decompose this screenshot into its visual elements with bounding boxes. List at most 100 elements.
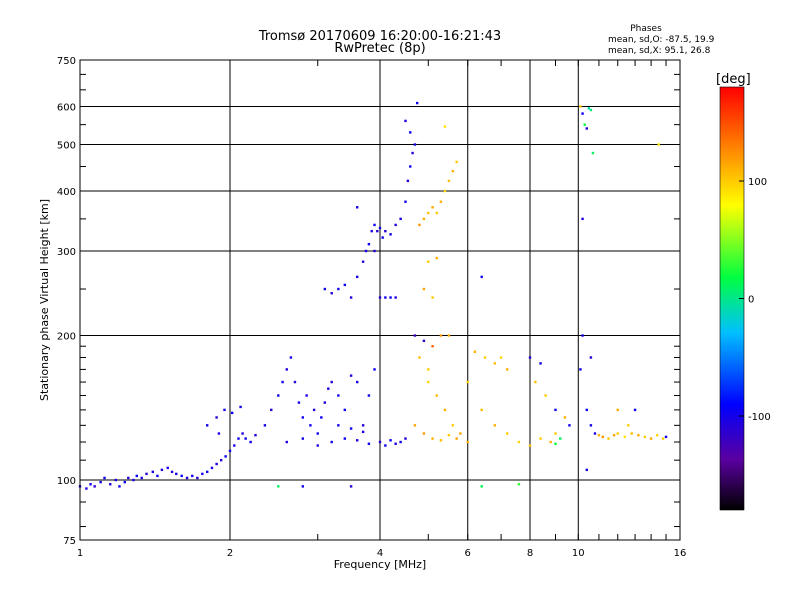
data-point xyxy=(228,449,232,453)
data-point xyxy=(219,458,223,462)
y-tick-label: 300 xyxy=(57,247,76,258)
data-point xyxy=(215,416,218,419)
data-point xyxy=(505,368,509,371)
data-point xyxy=(443,125,447,128)
data-point xyxy=(581,217,584,221)
data-point xyxy=(559,437,562,440)
data-point xyxy=(499,356,503,359)
data-point xyxy=(630,432,633,435)
info-heading: Phases xyxy=(630,24,662,34)
data-point xyxy=(427,211,430,215)
info-line-x: mean, sd,X: 95.1, 26.8 xyxy=(608,46,711,56)
data-point xyxy=(601,435,605,439)
data-point xyxy=(301,485,305,488)
data-point xyxy=(427,368,430,371)
data-point xyxy=(349,296,353,299)
data-point xyxy=(378,440,382,444)
data-point xyxy=(297,401,301,404)
data-point xyxy=(127,476,130,480)
data-point xyxy=(293,380,297,384)
data-point xyxy=(406,179,410,183)
y-tick-label: 200 xyxy=(57,332,76,343)
data-point xyxy=(563,416,567,419)
data-point xyxy=(431,206,434,209)
data-point xyxy=(413,424,417,427)
y-tick-label: 400 xyxy=(57,187,76,198)
data-point xyxy=(316,444,319,447)
data-point xyxy=(455,160,458,164)
data-point xyxy=(378,296,382,299)
data-point xyxy=(587,107,591,110)
data-point xyxy=(230,411,234,415)
data-point xyxy=(215,462,218,466)
data-point xyxy=(185,476,189,480)
data-point xyxy=(480,275,483,279)
data-point xyxy=(597,433,601,437)
data-point xyxy=(370,229,373,233)
data-point xyxy=(337,394,340,397)
data-point xyxy=(191,474,194,478)
data-point xyxy=(118,485,121,488)
data-point xyxy=(589,356,593,359)
y-axis-ticks: 75 100 200 300 400 500 600 750 xyxy=(57,56,680,547)
data-point xyxy=(301,437,305,440)
data-point xyxy=(277,394,280,397)
data-point xyxy=(415,101,419,105)
data-point xyxy=(439,200,443,203)
data-point xyxy=(539,437,542,440)
data-point xyxy=(435,256,438,260)
data-point xyxy=(316,432,319,435)
data-point xyxy=(361,260,365,263)
data-point xyxy=(337,287,340,291)
data-point xyxy=(305,394,308,397)
colorbar-tick-label: -100 xyxy=(748,412,771,423)
data-point xyxy=(367,442,371,445)
data-point xyxy=(427,380,430,384)
data-point xyxy=(196,476,199,480)
data-point xyxy=(180,474,183,478)
data-point xyxy=(394,223,397,227)
data-point xyxy=(237,437,240,440)
data-point xyxy=(466,380,469,384)
data-point xyxy=(549,440,552,444)
data-point xyxy=(175,472,178,476)
data-point xyxy=(312,408,316,412)
data-point xyxy=(585,408,588,412)
data-point xyxy=(583,123,586,126)
data-point xyxy=(289,356,293,359)
data-point xyxy=(160,468,164,472)
data-point xyxy=(114,478,118,482)
data-point xyxy=(404,200,407,203)
data-point xyxy=(413,143,417,146)
data-point xyxy=(384,296,387,299)
data-point xyxy=(655,433,659,437)
data-point xyxy=(343,283,347,287)
data-point xyxy=(591,151,595,155)
chart-subtitle: RwPretec (8p) xyxy=(334,41,425,56)
data-point xyxy=(579,368,582,371)
data-point xyxy=(589,108,593,112)
data-point xyxy=(404,119,407,123)
data-point xyxy=(544,394,547,397)
data-point xyxy=(439,439,443,442)
data-point xyxy=(480,485,483,488)
data-point xyxy=(244,437,247,440)
data-point xyxy=(378,226,382,230)
data-point xyxy=(384,444,387,447)
data-point xyxy=(422,287,426,291)
data-point xyxy=(93,485,96,488)
data-point xyxy=(145,472,148,476)
data-point xyxy=(447,334,451,337)
data-point xyxy=(394,296,397,299)
data-point xyxy=(384,229,387,233)
data-point xyxy=(585,468,588,472)
data-point xyxy=(422,339,426,343)
x-tick-label: 4 xyxy=(377,548,383,559)
data-point xyxy=(270,408,273,412)
data-point xyxy=(367,242,371,246)
data-point xyxy=(349,485,353,488)
data-point xyxy=(657,143,660,146)
data-point xyxy=(413,334,417,337)
info-line-o: mean, sd,O: -87.5, 19.9 xyxy=(608,35,715,45)
